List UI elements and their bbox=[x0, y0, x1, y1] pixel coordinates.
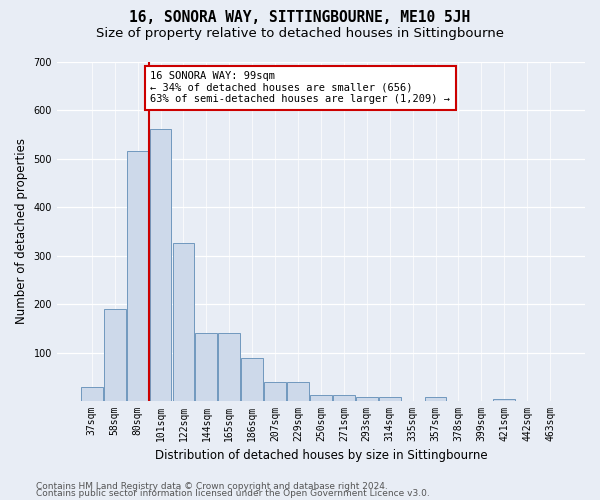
Text: Contains public sector information licensed under the Open Government Licence v3: Contains public sector information licen… bbox=[36, 490, 430, 498]
Text: 16 SONORA WAY: 99sqm
← 34% of detached houses are smaller (656)
63% of semi-deta: 16 SONORA WAY: 99sqm ← 34% of detached h… bbox=[151, 71, 451, 104]
Text: 16, SONORA WAY, SITTINGBOURNE, ME10 5JH: 16, SONORA WAY, SITTINGBOURNE, ME10 5JH bbox=[130, 10, 470, 25]
Bar bbox=[356, 397, 377, 401]
Bar bbox=[379, 397, 401, 401]
Bar bbox=[287, 382, 309, 401]
X-axis label: Distribution of detached houses by size in Sittingbourne: Distribution of detached houses by size … bbox=[155, 450, 487, 462]
Text: Contains HM Land Registry data © Crown copyright and database right 2024.: Contains HM Land Registry data © Crown c… bbox=[36, 482, 388, 491]
Bar bbox=[196, 333, 217, 401]
Bar bbox=[493, 398, 515, 401]
Bar bbox=[81, 386, 103, 401]
Y-axis label: Number of detached properties: Number of detached properties bbox=[15, 138, 28, 324]
Bar bbox=[264, 382, 286, 401]
Bar bbox=[310, 395, 332, 401]
Bar bbox=[173, 244, 194, 401]
Bar bbox=[241, 358, 263, 401]
Bar bbox=[425, 397, 446, 401]
Text: Size of property relative to detached houses in Sittingbourne: Size of property relative to detached ho… bbox=[96, 28, 504, 40]
Bar bbox=[149, 130, 172, 401]
Bar bbox=[333, 395, 355, 401]
Bar bbox=[104, 309, 125, 401]
Bar bbox=[127, 151, 149, 401]
Bar bbox=[218, 333, 240, 401]
